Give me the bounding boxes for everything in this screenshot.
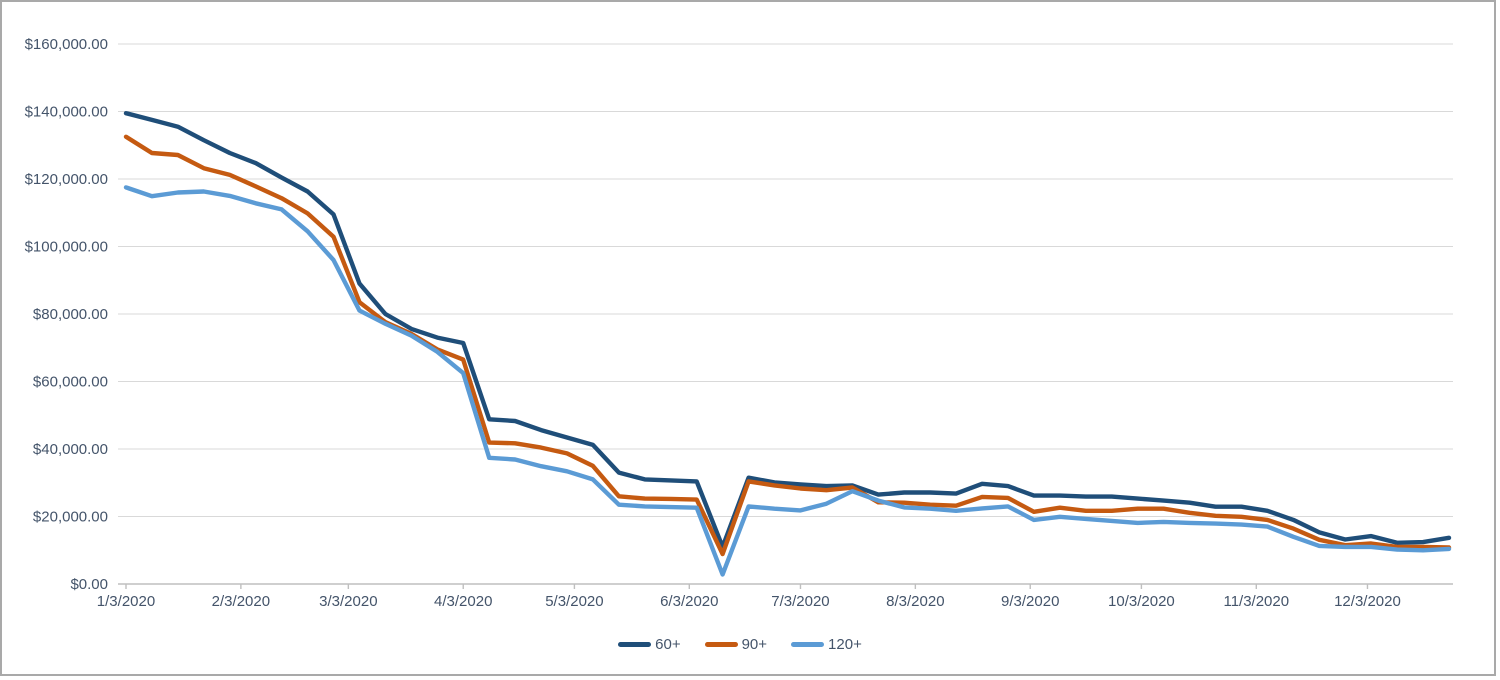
x-axis-tick-label: 4/3/2020 [434, 593, 492, 610]
y-axis-tick-label: $160,000.00 [25, 36, 108, 53]
x-axis-tick-label: 8/3/2020 [886, 593, 944, 610]
legend-label-90plus: 90+ [741, 636, 768, 653]
y-axis-tick-label: $100,000.00 [25, 239, 108, 256]
series-line-60+ [123, 110, 1452, 550]
x-axis-tick-label: 3/3/2020 [319, 593, 377, 610]
chart-legend: 60+ 90+ 120+ [0, 636, 1480, 653]
y-axis-tick-label: $60,000.00 [33, 374, 108, 391]
y-axis-tick-label: $20,000.00 [33, 509, 108, 526]
legend-swatch-120plus-icon [791, 642, 825, 647]
legend-label-120plus: 120+ [828, 636, 862, 653]
legend-label-60plus: 60+ [655, 636, 681, 653]
x-axis-tick-label: 7/3/2020 [771, 593, 829, 610]
x-axis-tick-label: 12/3/2020 [1334, 593, 1401, 610]
y-axis-tick-label: $80,000.00 [33, 306, 108, 323]
series-line-90+ [123, 134, 1452, 557]
y-axis-tick-label: $120,000.00 [25, 171, 108, 188]
y-axis-tick-label: $40,000.00 [33, 441, 108, 458]
y-axis-tick-label: $140,000.00 [25, 104, 108, 121]
legend-item-60plus: 60+ [618, 636, 681, 653]
x-axis-tick-label: 2/3/2020 [212, 593, 270, 610]
x-axis-tick-label: 9/3/2020 [1001, 593, 1059, 610]
series-line-120+ [123, 185, 1452, 577]
x-axis-tick-label: 11/3/2020 [1223, 593, 1289, 610]
x-axis-tick-label: 1/3/2020 [97, 593, 155, 610]
legend-item-90plus: 90+ [704, 636, 768, 653]
x-axis-tick-label: 6/3/2020 [660, 593, 718, 610]
legend-item-120plus: 120+ [791, 636, 862, 653]
x-axis-tick-label: 5/3/2020 [545, 593, 603, 610]
y-axis-tick-label: $0.00 [70, 576, 108, 593]
legend-swatch-60plus-icon [618, 642, 652, 647]
legend-swatch-90plus-icon [704, 642, 738, 647]
x-axis-tick-label: 10/3/2020 [1108, 593, 1175, 610]
